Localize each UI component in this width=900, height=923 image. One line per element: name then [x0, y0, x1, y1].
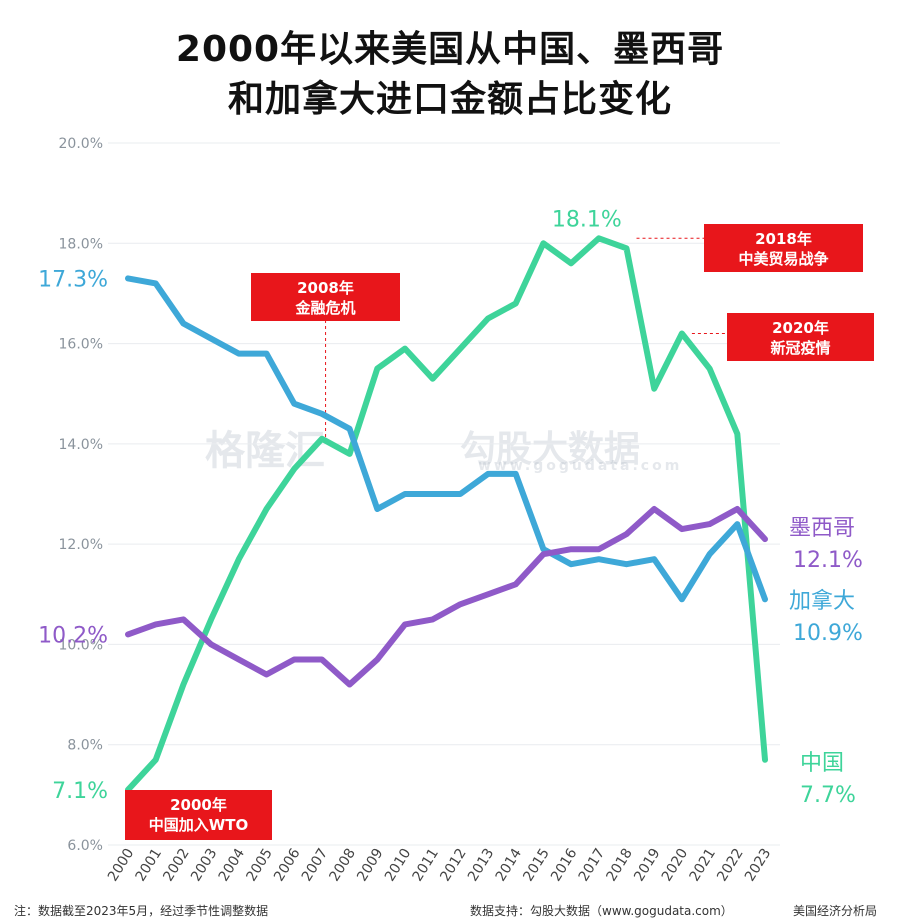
- annotation-box: [727, 313, 874, 361]
- x-tick-label: 2001: [133, 846, 165, 885]
- start-value-label: 17.3%: [38, 267, 108, 292]
- x-tick-label: 2007: [299, 846, 331, 885]
- watermark-url: www.gogudata.com: [478, 458, 683, 474]
- x-tick-label: 2000: [105, 846, 137, 885]
- y-tick-label: 10.0%: [59, 637, 103, 653]
- footer-note: 注：数据截至2023年5月，经过季节性调整数据: [14, 904, 269, 918]
- x-tick-label: 2004: [216, 846, 248, 885]
- annotation-text: 新冠疫情: [770, 339, 830, 357]
- x-tick-label: 2014: [493, 846, 525, 885]
- x-tick-label: 2011: [410, 846, 442, 885]
- x-tick-label: 2015: [520, 846, 552, 885]
- y-tick-label: 6.0%: [67, 838, 103, 854]
- footer-source: 数据支持：勾股大数据（www.gogudata.com）: [470, 904, 733, 918]
- annotation-text: 中国加入WTO: [149, 816, 249, 834]
- x-tick-label: 2006: [271, 846, 303, 885]
- chart-title-line-2: 和加拿大进口金额占比变化: [227, 79, 672, 120]
- annotation-title: 2020年: [772, 319, 829, 337]
- y-tick-label: 20.0%: [59, 136, 103, 152]
- end-series-name: 加拿大: [789, 588, 855, 614]
- watermark-name: 勾股大数据: [460, 429, 641, 470]
- x-tick-label: 2019: [631, 846, 663, 885]
- annotation-text: 中美贸易战争: [738, 250, 828, 268]
- end-value-label: 10.9%: [793, 621, 863, 646]
- y-tick-label: 14.0%: [59, 437, 103, 453]
- start-value-label: 7.1%: [52, 779, 108, 804]
- series-line-加拿大: [125, 275, 768, 603]
- x-tick-label: 2003: [188, 846, 220, 885]
- x-tick-label: 2020: [659, 846, 691, 885]
- x-tick-label: 2016: [548, 846, 580, 885]
- annotation-title: 2018年: [755, 230, 812, 248]
- x-tick-label: 2012: [437, 846, 469, 885]
- annotation-title: 2008年: [297, 279, 354, 297]
- annotation-text: 金融危机: [294, 299, 355, 317]
- y-tick-label: 12.0%: [59, 537, 103, 553]
- end-series-name: 墨西哥: [789, 516, 855, 541]
- peak-value-label: 18.1%: [552, 207, 622, 232]
- x-tick-label: 2023: [742, 846, 774, 885]
- y-tick-label: 18.0%: [59, 236, 103, 252]
- x-tick-label: 2022: [714, 846, 746, 885]
- chart-title-line-1: 2000年以来美国从中国、墨西哥: [175, 29, 725, 70]
- annotation-box: [251, 273, 400, 321]
- x-tick-label: 2018: [603, 846, 635, 885]
- end-series-name: 中国: [800, 751, 844, 776]
- x-tick-label: 2010: [382, 846, 414, 885]
- x-tick-label: 2017: [576, 846, 608, 885]
- series-line-墨西哥: [125, 506, 768, 688]
- annotation-title: 2000年: [170, 796, 227, 814]
- annotation-box: [704, 224, 863, 272]
- start-value-label: 10.2%: [38, 623, 108, 648]
- end-value-label: 12.1%: [793, 548, 863, 573]
- x-tick-label: 2002: [160, 846, 192, 885]
- series-line-中国: [125, 235, 768, 793]
- y-tick-label: 16.0%: [59, 337, 103, 353]
- annotation-box: [125, 790, 272, 840]
- x-tick-label: 2008: [327, 846, 359, 885]
- watermark-brand: 格隆汇: [205, 428, 325, 474]
- footer-publisher: 美国经济分析局: [793, 904, 878, 918]
- x-tick-label: 2005: [243, 846, 275, 885]
- x-tick-label: 2013: [465, 846, 497, 885]
- x-tick-label: 2009: [354, 846, 386, 885]
- x-tick-label: 2021: [687, 846, 719, 885]
- y-tick-label: 8.0%: [67, 738, 103, 754]
- end-value-label: 7.7%: [800, 783, 856, 808]
